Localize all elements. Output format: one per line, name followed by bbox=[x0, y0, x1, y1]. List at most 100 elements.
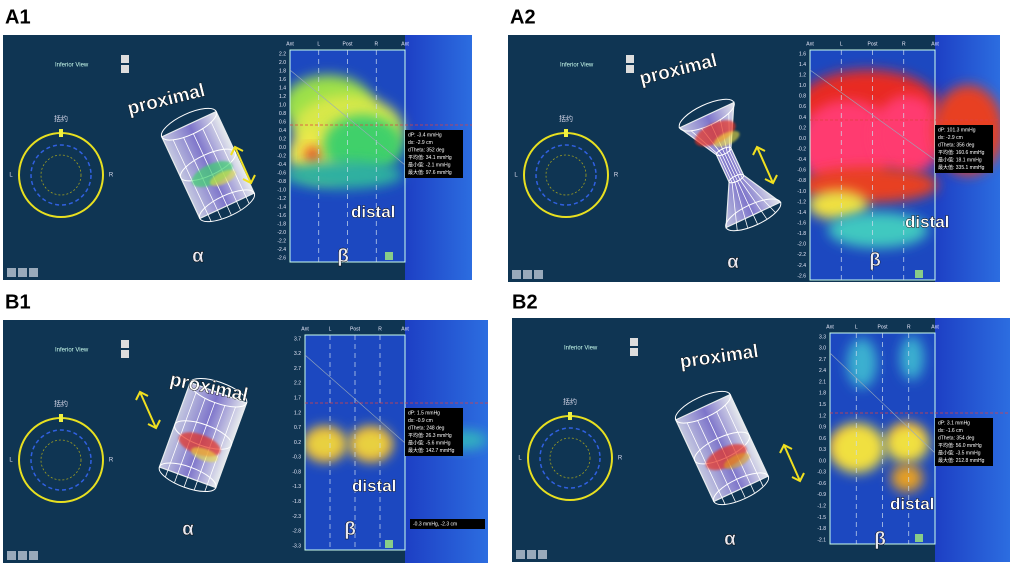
heat-blob bbox=[830, 423, 885, 473]
y-tick-label: 1.5 bbox=[819, 402, 826, 408]
info-line: 最小值: -5.6 mmHg bbox=[408, 439, 451, 446]
info-line: dx: -2.9 cm bbox=[408, 140, 433, 146]
tool-icon bbox=[18, 551, 27, 560]
info-line: dP: 1.5 mmHg bbox=[408, 410, 440, 416]
y-tick-label: -1.8 bbox=[277, 221, 286, 227]
info-box bbox=[405, 408, 463, 456]
y-tick-label: 0.6 bbox=[819, 436, 826, 442]
y-tick-label: 0.6 bbox=[799, 104, 806, 110]
icon bbox=[630, 348, 638, 356]
dial-marker bbox=[59, 414, 63, 422]
column-label: L bbox=[317, 41, 320, 47]
distal-label: distal bbox=[890, 494, 934, 513]
y-tick-label: 0.7 bbox=[294, 425, 301, 431]
y-tick-label: 2.2 bbox=[294, 381, 301, 387]
cylinder-warm bbox=[713, 130, 740, 147]
y-tick-label: 0.0 bbox=[279, 145, 286, 151]
heatmap bbox=[290, 50, 405, 262]
dial-marker bbox=[564, 129, 568, 137]
distal-label: distal bbox=[352, 476, 396, 495]
panel-label: A2 bbox=[510, 6, 536, 28]
info-line: 平均值: 160.6 mmHg bbox=[938, 149, 985, 156]
arrow bbox=[230, 145, 256, 185]
tool-icon bbox=[512, 270, 521, 279]
y-tick-label: 1.4 bbox=[799, 62, 806, 68]
info-line: 平均值: 56.0 mmHg bbox=[938, 442, 982, 449]
heat-blob bbox=[349, 426, 393, 462]
arrow bbox=[752, 145, 778, 185]
info-line: 最小值: 18.1 mmHg bbox=[938, 156, 982, 163]
dial-left: L bbox=[9, 173, 13, 179]
tool-icon bbox=[538, 550, 547, 559]
y-tick-label: -1.0 bbox=[797, 189, 806, 195]
dial-left: L bbox=[514, 173, 518, 179]
column-label: R bbox=[374, 41, 378, 47]
y-tick-label: -0.2 bbox=[277, 153, 286, 159]
y-tick-label: -0.2 bbox=[797, 146, 806, 152]
alpha-label: α bbox=[192, 246, 204, 267]
footer-text: -0.3 mmHg, -2.3 cm bbox=[413, 521, 457, 527]
info-line: dP: -3.4 mmHg bbox=[408, 132, 442, 138]
y-tick-label: -0.8 bbox=[797, 178, 806, 184]
cylinder-hot bbox=[705, 444, 747, 471]
info-line: 最小值: -3.5 mmHg bbox=[938, 449, 981, 456]
y-tick-label: -2.8 bbox=[292, 529, 301, 535]
heat-blob bbox=[828, 212, 928, 248]
y-tick-label: 1.6 bbox=[279, 77, 286, 83]
dial-inner bbox=[539, 427, 601, 489]
y-tick-label: 0.9 bbox=[819, 425, 826, 431]
dial-right: R bbox=[109, 173, 114, 179]
y-tick-label: -0.3 bbox=[817, 470, 826, 476]
beta-label: β bbox=[337, 246, 349, 267]
alpha-label: α bbox=[727, 252, 739, 273]
column-label: L bbox=[840, 41, 843, 47]
y-tick-label: 0.6 bbox=[279, 119, 286, 125]
y-tick-label: -0.4 bbox=[797, 157, 806, 163]
y-tick-label: -2.0 bbox=[797, 242, 806, 248]
heat-blob bbox=[290, 161, 403, 189]
column-label: R bbox=[902, 41, 906, 47]
tool-icon bbox=[29, 551, 38, 560]
cylinder-warm bbox=[723, 452, 750, 469]
corner-icon bbox=[385, 252, 393, 260]
cylinder bbox=[158, 377, 248, 493]
y-tick-label: 3.2 bbox=[294, 351, 301, 357]
y-tick-label: 0.0 bbox=[819, 458, 826, 464]
info-line: dTheta: 354 deg bbox=[938, 435, 975, 441]
y-tick-label: -1.3 bbox=[292, 484, 301, 490]
cylinder bbox=[674, 390, 770, 506]
dial-marker bbox=[59, 129, 63, 137]
y-tick-label: -1.2 bbox=[797, 199, 806, 205]
icon bbox=[630, 338, 638, 346]
corner-icon bbox=[915, 534, 923, 542]
cylinder-warm bbox=[191, 447, 218, 463]
footer-box bbox=[410, 519, 485, 529]
cylinder bbox=[160, 107, 256, 223]
distal-label: distal bbox=[351, 202, 395, 221]
y-tick-label: -0.6 bbox=[817, 481, 826, 487]
icon bbox=[626, 65, 634, 73]
heat-blob bbox=[891, 464, 923, 492]
view-title: Inferior View bbox=[564, 346, 598, 352]
arrow bbox=[135, 390, 161, 430]
diag bbox=[829, 352, 936, 454]
tool-icon bbox=[18, 268, 27, 277]
y-tick-label: 1.0 bbox=[279, 102, 286, 108]
y-tick-label: 3.7 bbox=[294, 336, 301, 342]
column-label: Post bbox=[342, 41, 353, 47]
icon bbox=[121, 55, 129, 63]
cylinder-hot bbox=[178, 432, 221, 457]
heat-blob bbox=[323, 115, 403, 175]
y-tick-label: -1.8 bbox=[292, 499, 301, 505]
column-label: Post bbox=[877, 324, 888, 330]
info-line: 平均值: 34.1 mmHg bbox=[408, 154, 452, 161]
info-line: 最大值: 142.7 mmHg bbox=[408, 447, 455, 454]
y-tick-label: -1.8 bbox=[797, 231, 806, 237]
y-tick-label: 1.2 bbox=[799, 72, 806, 78]
tool-icon bbox=[534, 270, 543, 279]
column-label: R bbox=[907, 324, 911, 330]
info-line: 最大值: 212.8 mmHg bbox=[938, 457, 985, 464]
y-tick-label: -3.3 bbox=[292, 543, 301, 549]
y-tick-label: 1.2 bbox=[294, 410, 301, 416]
